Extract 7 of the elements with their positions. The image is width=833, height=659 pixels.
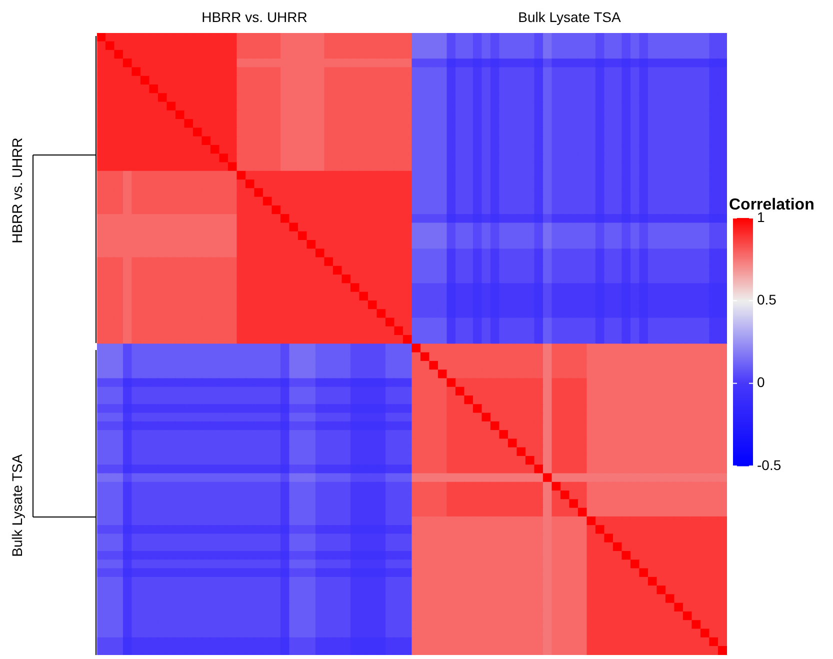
color-bar-label: 0 bbox=[757, 374, 765, 390]
text: HBRR vs. UHRR bbox=[202, 8, 308, 25]
color-bar-label: 0.5 bbox=[757, 292, 777, 308]
color-bar-label: -0.5 bbox=[757, 456, 782, 473]
text: HBRR vs. UHRR bbox=[8, 138, 25, 244]
text: Bulk Lysate TSA bbox=[518, 8, 622, 25]
text: Bulk Lysate TSA bbox=[8, 453, 25, 557]
